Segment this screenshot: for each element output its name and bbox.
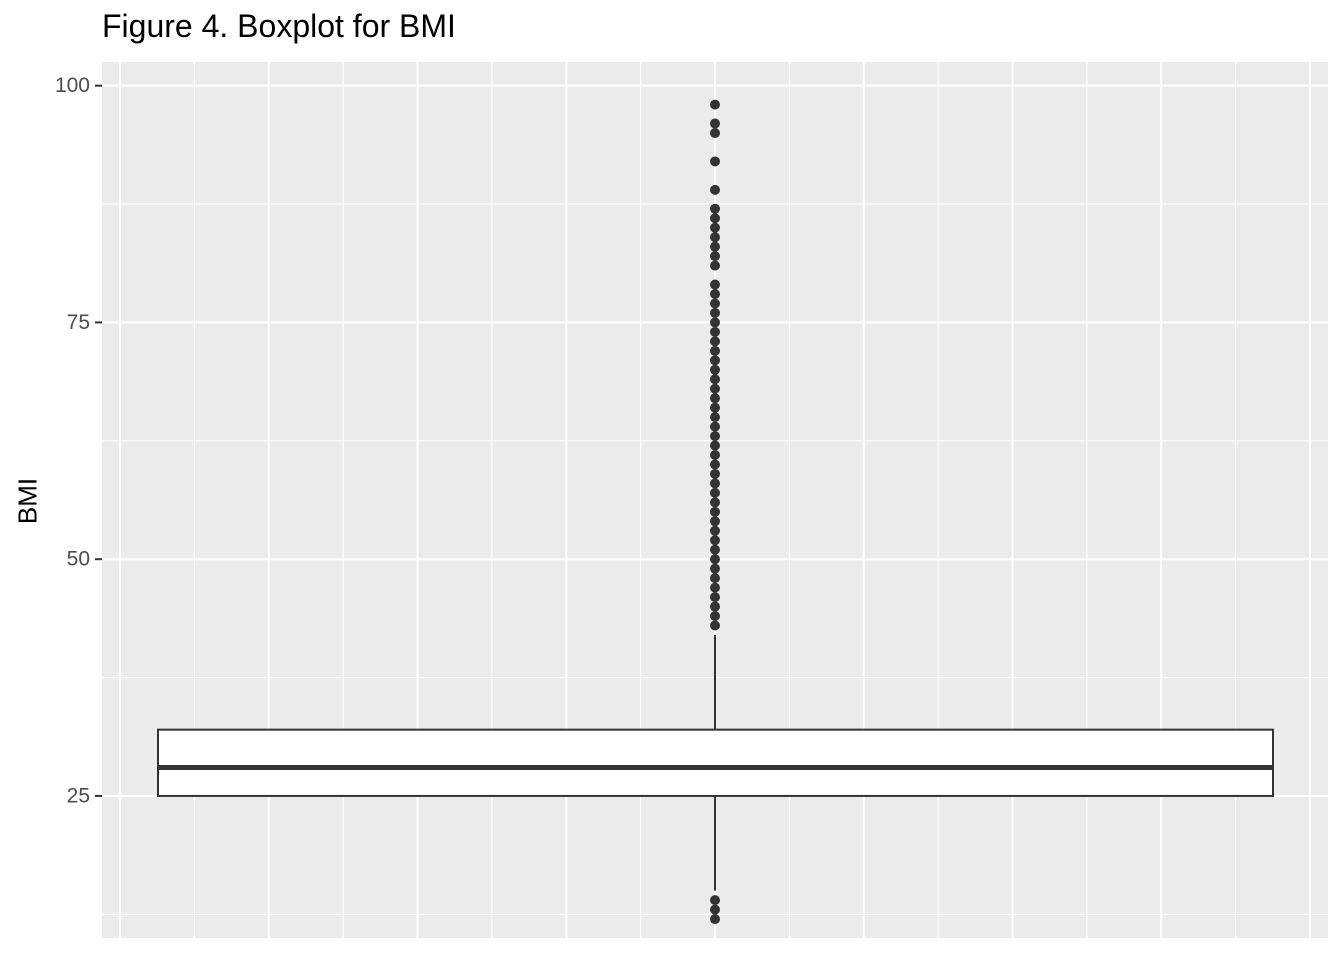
outlier-point	[710, 563, 720, 574]
outlier-point	[710, 601, 720, 612]
outlier-point	[710, 573, 720, 584]
outlier-point	[710, 345, 720, 356]
outlier-point	[710, 374, 720, 385]
outlier-point	[710, 99, 720, 110]
outlier-point	[710, 279, 720, 290]
outlier-point	[710, 582, 720, 593]
outlier-point	[710, 222, 720, 233]
outlier-point	[710, 450, 720, 461]
outlier-point	[710, 402, 720, 413]
chart-title: Figure 4. Boxplot for BMI	[102, 8, 456, 44]
outlier-point	[710, 326, 720, 337]
outlier-point	[710, 620, 720, 631]
y-tick-label: 50	[67, 548, 90, 571]
outlier-point	[710, 914, 720, 925]
outlier-point	[710, 497, 720, 508]
outlier-point	[710, 336, 720, 347]
outlier-point	[710, 118, 720, 129]
outlier-point	[710, 317, 720, 328]
outlier-point	[710, 355, 720, 366]
outlier-point	[710, 260, 720, 271]
outlier-point	[710, 468, 720, 479]
outlier-point	[710, 611, 720, 622]
outlier-point	[710, 184, 720, 195]
outlier-point	[710, 241, 720, 252]
outlier-point	[710, 554, 720, 565]
outlier-point	[710, 516, 720, 527]
boxplot-marks	[157, 99, 1274, 925]
outlier-point	[710, 289, 720, 300]
outlier-point	[710, 307, 720, 318]
outlier-point	[710, 251, 720, 262]
outlier-point	[710, 213, 720, 224]
y-tick-label: 75	[67, 311, 90, 334]
outlier-point	[710, 298, 720, 309]
y-tick-label: 25	[67, 784, 90, 807]
outlier-point	[710, 393, 720, 404]
outlier-point	[710, 383, 720, 394]
outlier-point	[710, 592, 720, 603]
outlier-point	[710, 412, 720, 423]
outlier-point	[710, 421, 720, 432]
outlier-point	[710, 459, 720, 470]
outlier-point	[710, 506, 720, 517]
outlier-point	[710, 128, 720, 139]
outlier-point	[710, 156, 720, 167]
outlier-point	[710, 535, 720, 546]
outlier-point	[710, 431, 720, 442]
outlier-point	[710, 895, 720, 906]
iqr-box	[157, 728, 1274, 797]
outlier-point	[710, 203, 720, 214]
outlier-point	[710, 904, 720, 915]
y-axis: 25 50 75 100	[55, 74, 102, 807]
outlier-point	[710, 525, 720, 536]
outlier-point	[710, 487, 720, 498]
outlier-point	[710, 478, 720, 489]
outlier-point	[710, 364, 720, 375]
outlier-point	[710, 544, 720, 555]
outlier-point	[710, 232, 720, 243]
outlier-point	[710, 440, 720, 451]
y-tick-label: 100	[55, 74, 90, 97]
